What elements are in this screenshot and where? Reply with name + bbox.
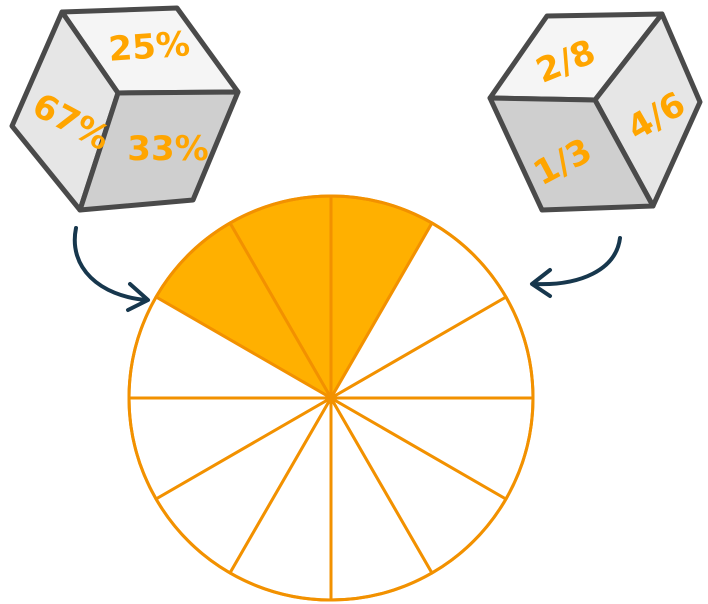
wheel-outline <box>127 194 535 602</box>
right-cube: 2/8 4/6 1/3 <box>487 11 703 213</box>
right-cube-left-face <box>487 95 656 213</box>
left-cube: 25% 67% 33% <box>9 5 241 213</box>
left-cube-right-label: 33% <box>127 129 208 169</box>
right-arrow-head <box>530 268 552 298</box>
fraction-wheel <box>127 194 535 602</box>
left-cube-right-face <box>77 89 241 213</box>
left-arrow-head <box>126 282 150 312</box>
left-arrow <box>72 226 150 312</box>
left-cube-top-label: 25% <box>107 24 191 70</box>
right-arrow <box>530 236 622 298</box>
right-arrow-shaft <box>532 236 622 287</box>
left-arrow-shaft <box>72 226 148 302</box>
